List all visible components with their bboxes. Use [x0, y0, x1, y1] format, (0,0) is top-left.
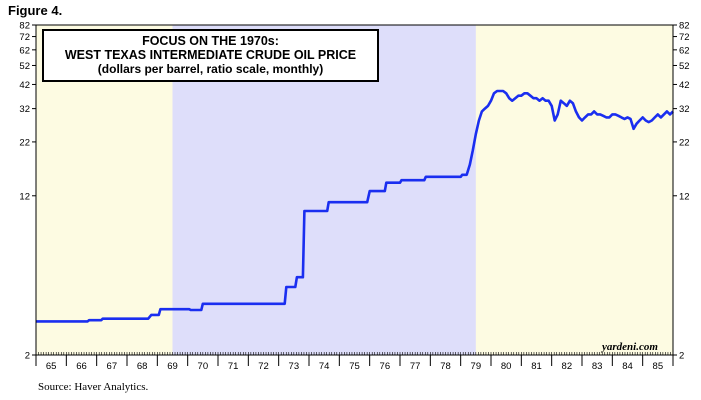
x-tick-label: 77 — [410, 361, 421, 372]
price-series-line-0 — [36, 89, 674, 323]
x-tick-label: 76 — [380, 361, 391, 372]
y-tick-label-right: 72 — [679, 32, 690, 43]
x-tick-label: 81 — [531, 361, 542, 372]
x-tick-label: 70 — [198, 361, 209, 372]
x-tick-label: 65 — [46, 361, 57, 372]
x-tick-label: 85 — [653, 361, 664, 372]
y-tick-label-left: 42 — [19, 80, 30, 91]
x-tick-label: 84 — [622, 361, 633, 372]
y-tick-label-right: 82 — [679, 21, 690, 32]
chart-title-box: FOCUS ON THE 1970s: WEST TEXAS INTERMEDI… — [42, 29, 379, 82]
x-tick-label: 75 — [349, 361, 360, 372]
y-tick-label-left: 72 — [19, 32, 30, 43]
x-tick-label: 66 — [76, 361, 87, 372]
x-tick-label: 68 — [137, 361, 148, 372]
x-tick-label: 80 — [501, 361, 512, 372]
watermark: yardeni.com — [602, 341, 658, 353]
y-tick-label-left: 12 — [19, 191, 30, 202]
x-tick-label: 83 — [592, 361, 603, 372]
y-tick-label-right: 52 — [679, 61, 690, 72]
y-tick-label-left: 2 — [25, 351, 30, 362]
x-tick-label: 69 — [167, 361, 178, 372]
y-tick-label-right: 12 — [679, 191, 690, 202]
y-tick-label-left: 32 — [19, 104, 30, 115]
figure-label: Figure 4. — [8, 3, 63, 18]
source-note: Source: Haver Analytics. — [38, 381, 149, 393]
y-tick-label-left: 22 — [19, 137, 30, 148]
y-tick-label-left: 82 — [19, 21, 30, 32]
y-tick-label-right: 22 — [679, 137, 690, 148]
x-tick-label: 78 — [440, 361, 451, 372]
x-tick-label: 74 — [319, 361, 330, 372]
x-tick-label: 67 — [107, 361, 118, 372]
y-tick-label-right: 62 — [679, 45, 690, 56]
chart-subtitle: WEST TEXAS INTERMEDIATE CRUDE OIL PRICE — [64, 48, 357, 62]
x-tick-label: 71 — [228, 361, 239, 372]
x-tick-label: 72 — [258, 361, 269, 372]
y-tick-label-right: 2 — [679, 351, 684, 362]
chart-title: FOCUS ON THE 1970s: — [142, 34, 279, 48]
chart-note: (dollars per barrel, ratio scale, monthl… — [97, 62, 324, 76]
x-tick-label: 79 — [471, 361, 482, 372]
x-tick-label: 82 — [562, 361, 573, 372]
x-tick-label: 73 — [289, 361, 300, 372]
y-tick-label-left: 52 — [19, 61, 30, 72]
y-tick-label-left: 62 — [19, 45, 30, 56]
y-tick-label-right: 42 — [679, 80, 690, 91]
y-tick-label-right: 32 — [679, 104, 690, 115]
